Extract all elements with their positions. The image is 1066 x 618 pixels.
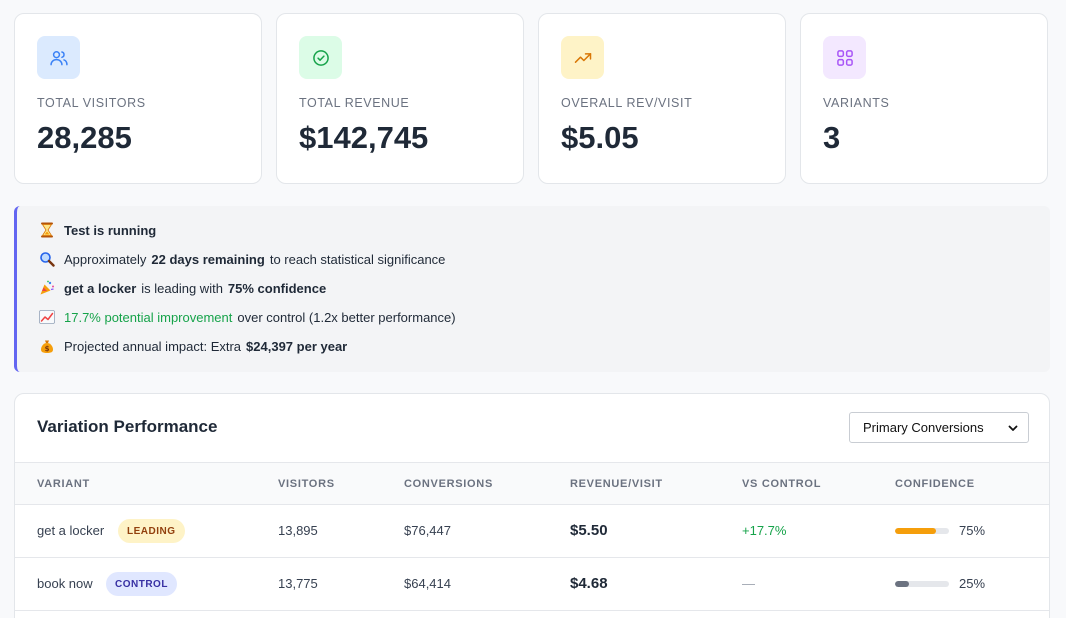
confidence-bar-fill — [895, 581, 909, 587]
remaining-days: 22 days remaining — [151, 252, 264, 267]
conversions-cell: $64,414 — [404, 576, 451, 591]
metric-select-value: Primary Conversions — [863, 420, 984, 435]
stat-label: TOTAL REVENUE — [299, 96, 409, 110]
confidence-bar-fill — [895, 528, 936, 534]
revenue-visit-cell: $4.68 — [570, 575, 608, 592]
stat-label: TOTAL VISITORS — [37, 96, 146, 110]
status-title: Test is running — [64, 223, 156, 238]
stat-value: 28,285 — [37, 120, 132, 156]
leading-badge: LEADING — [118, 519, 185, 543]
impact-prefix: Projected annual impact: Extra — [64, 339, 241, 354]
confidence-bar — [895, 581, 949, 587]
conversions-cell: $76,447 — [404, 523, 451, 538]
stat-card-variants: VARIANTS 3 — [800, 13, 1048, 184]
variant-name: book now — [37, 576, 93, 591]
panel-title: Variation Performance — [37, 417, 217, 437]
svg-text:$: $ — [45, 345, 50, 353]
status-remaining-row: Approximately 22 days remaining to reach… — [39, 249, 445, 269]
revenue-visit-cell: $5.50 — [570, 522, 608, 539]
confidence-value: 25% — [959, 576, 985, 591]
leader-variant: get a locker — [64, 281, 136, 296]
column-header-confidence[interactable]: CONFIDENCE — [895, 478, 975, 490]
money-bag-icon: $ — [39, 338, 55, 354]
test-status-banner: Test is running Approximately 22 days re… — [14, 206, 1050, 372]
remaining-prefix: Approximately — [64, 252, 146, 267]
chevron-down-icon — [1007, 422, 1019, 437]
visitors-cell: 13,895 — [278, 523, 318, 538]
status-leader-row: get a locker is leading with 75% confide… — [39, 278, 326, 298]
check-circle-icon — [299, 36, 342, 79]
leader-confidence: 75% confidence — [228, 281, 326, 296]
stat-label: VARIANTS — [823, 96, 889, 110]
stat-card-overall-rev-visit: OVERALL REV/VISIT $5.05 — [538, 13, 786, 184]
status-impact-row: $ Projected annual impact: Extra $24,397… — [39, 336, 347, 356]
grid-icon — [823, 36, 866, 79]
visitors-cell: 13,775 — [278, 576, 318, 591]
chart-increasing-icon — [39, 309, 55, 325]
magnifier-icon — [39, 251, 55, 267]
stat-value: 3 — [823, 120, 840, 156]
column-header-variant[interactable]: VARIANT — [37, 478, 90, 490]
users-icon — [37, 36, 80, 79]
control-badge: CONTROL — [106, 572, 177, 596]
vs-control-cell: +17.7% — [742, 523, 786, 538]
confidence-bar — [895, 528, 949, 534]
table-row[interactable]: book now CONTROL 13,775 $64,414 $4.68 — … — [15, 558, 1049, 611]
improvement-value: 17.7% potential improvement — [64, 310, 232, 325]
hourglass-icon — [39, 222, 55, 238]
remaining-suffix: to reach statistical significance — [270, 252, 446, 267]
column-header-visitors[interactable]: VISITORS — [278, 478, 335, 490]
stat-cards: TOTAL VISITORS 28,285 TOTAL REVENUE $142… — [14, 13, 1048, 184]
stat-card-total-revenue: TOTAL REVENUE $142,745 — [276, 13, 524, 184]
stat-value: $5.05 — [561, 120, 639, 156]
metric-select[interactable]: Primary Conversions — [849, 412, 1029, 443]
stat-card-total-visitors: TOTAL VISITORS 28,285 — [14, 13, 262, 184]
variation-performance-panel: Variation Performance Primary Conversion… — [14, 393, 1050, 618]
column-header-vs-control[interactable]: VS CONTROL — [742, 478, 821, 490]
impact-value: $24,397 per year — [246, 339, 347, 354]
party-popper-icon — [39, 280, 55, 296]
column-header-revenue-visit[interactable]: REVENUE/VISIT — [570, 478, 663, 490]
leader-mid: is leading with — [141, 281, 223, 296]
table-header: VARIANT VISITORS CONVERSIONS REVENUE/VIS… — [15, 462, 1049, 505]
confidence-value: 75% — [959, 523, 985, 538]
status-improvement-row: 17.7% potential improvement over control… — [39, 307, 456, 327]
table-row[interactable]: get a locker LEADING 13,895 $76,447 $5.5… — [15, 505, 1049, 558]
variant-name: get a locker — [37, 523, 104, 538]
trending-up-icon — [561, 36, 604, 79]
vs-control-cell: — — [742, 576, 755, 591]
column-header-conversions[interactable]: CONVERSIONS — [404, 478, 493, 490]
stat-value: $142,745 — [299, 120, 428, 156]
stat-label: OVERALL REV/VISIT — [561, 96, 692, 110]
status-title-row: Test is running — [39, 220, 156, 240]
improvement-suffix: over control (1.2x better performance) — [237, 310, 455, 325]
